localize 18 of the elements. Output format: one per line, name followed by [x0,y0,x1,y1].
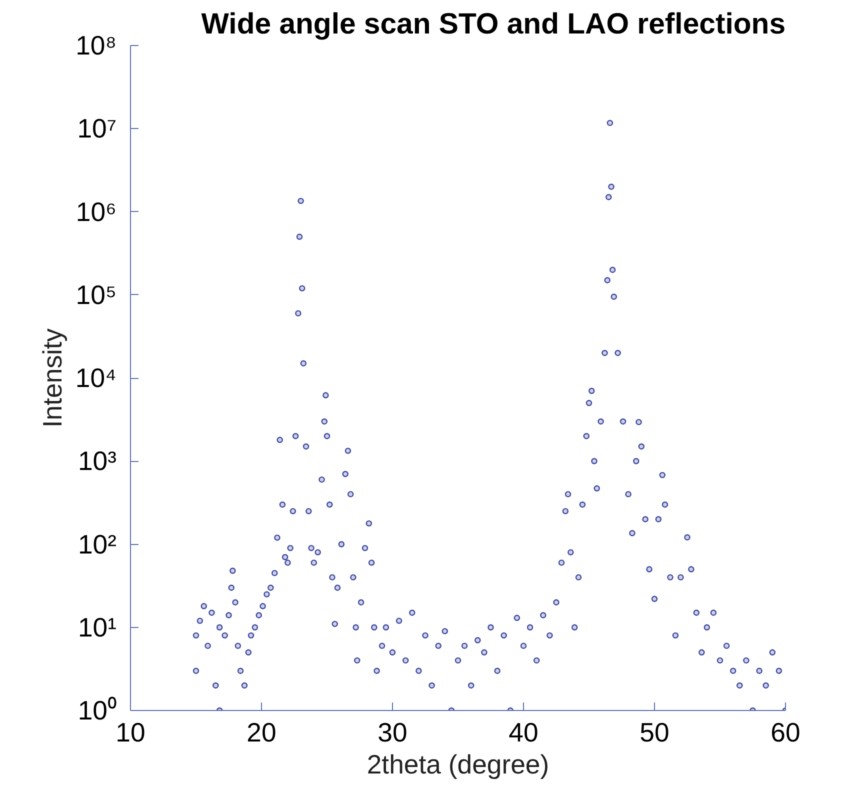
y-tick-label: 10⁵ [76,280,117,310]
x-tick-label: 10 [116,718,146,748]
x-tick-label: 60 [770,718,800,748]
y-tick-label: 10⁴ [75,363,117,393]
y-tick-label: 10⁸ [76,30,117,60]
y-tick-label: 10³ [78,446,117,476]
y-tick-label: 10⁷ [77,114,116,144]
x-axis-title: 2theta (degree) [366,750,550,780]
x-tick-label: 20 [246,718,276,748]
x-tick-label: 40 [508,718,538,748]
x-tick-label: 30 [378,718,408,748]
chart-title: Wide angle scan STO and LAO reflections [201,8,786,40]
y-tick-label: 10¹ [78,612,117,642]
y-tick-label: 10⁶ [76,196,117,227]
x-tick-label: 50 [640,718,670,748]
y-tick-label: 10² [78,529,117,560]
y-tick-label: 10⁰ [78,696,117,726]
y-axis-title: Intensity [37,328,68,428]
